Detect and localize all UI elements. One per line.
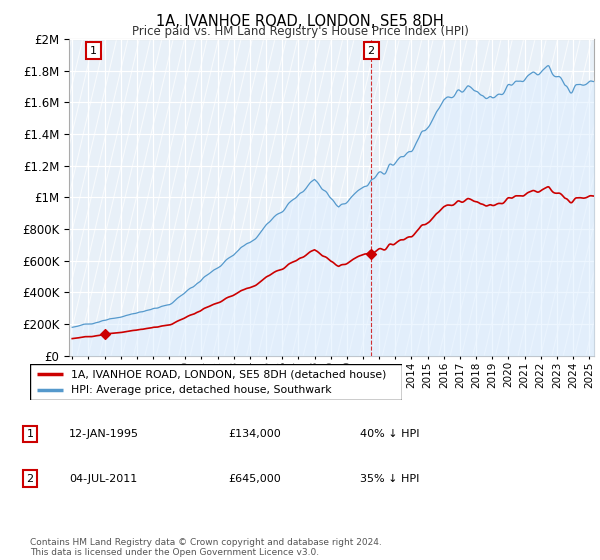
Point (366, 249, 376, 258)
Text: 2: 2 (26, 474, 34, 484)
Text: 04-JUL-2011: 04-JUL-2011 (69, 474, 137, 484)
Text: Contains HM Land Registry data © Crown copyright and database right 2024.
This d: Contains HM Land Registry data © Crown c… (30, 538, 382, 557)
Text: Price paid vs. HM Land Registry's House Price Index (HPI): Price paid vs. HM Land Registry's House … (131, 25, 469, 38)
Text: 1A, IVANHOE ROAD, LONDON, SE5 8DH: 1A, IVANHOE ROAD, LONDON, SE5 8DH (156, 14, 444, 29)
Text: 1: 1 (26, 429, 34, 439)
FancyBboxPatch shape (30, 364, 402, 400)
Text: 1: 1 (90, 45, 97, 55)
Text: 2: 2 (368, 45, 374, 55)
Text: HPI: Average price, detached house, Southwark: HPI: Average price, detached house, Sout… (71, 385, 332, 395)
Text: 1A, IVANHOE ROAD, LONDON, SE5 8DH (detached house): 1A, IVANHOE ROAD, LONDON, SE5 8DH (detac… (71, 369, 386, 379)
Text: 12-JAN-1995: 12-JAN-1995 (69, 429, 139, 439)
Point (100, 330, 110, 339)
Text: 40% ↓ HPI: 40% ↓ HPI (360, 429, 419, 439)
Text: £134,000: £134,000 (228, 429, 281, 439)
Text: 35% ↓ HPI: 35% ↓ HPI (360, 474, 419, 484)
Text: £645,000: £645,000 (228, 474, 281, 484)
